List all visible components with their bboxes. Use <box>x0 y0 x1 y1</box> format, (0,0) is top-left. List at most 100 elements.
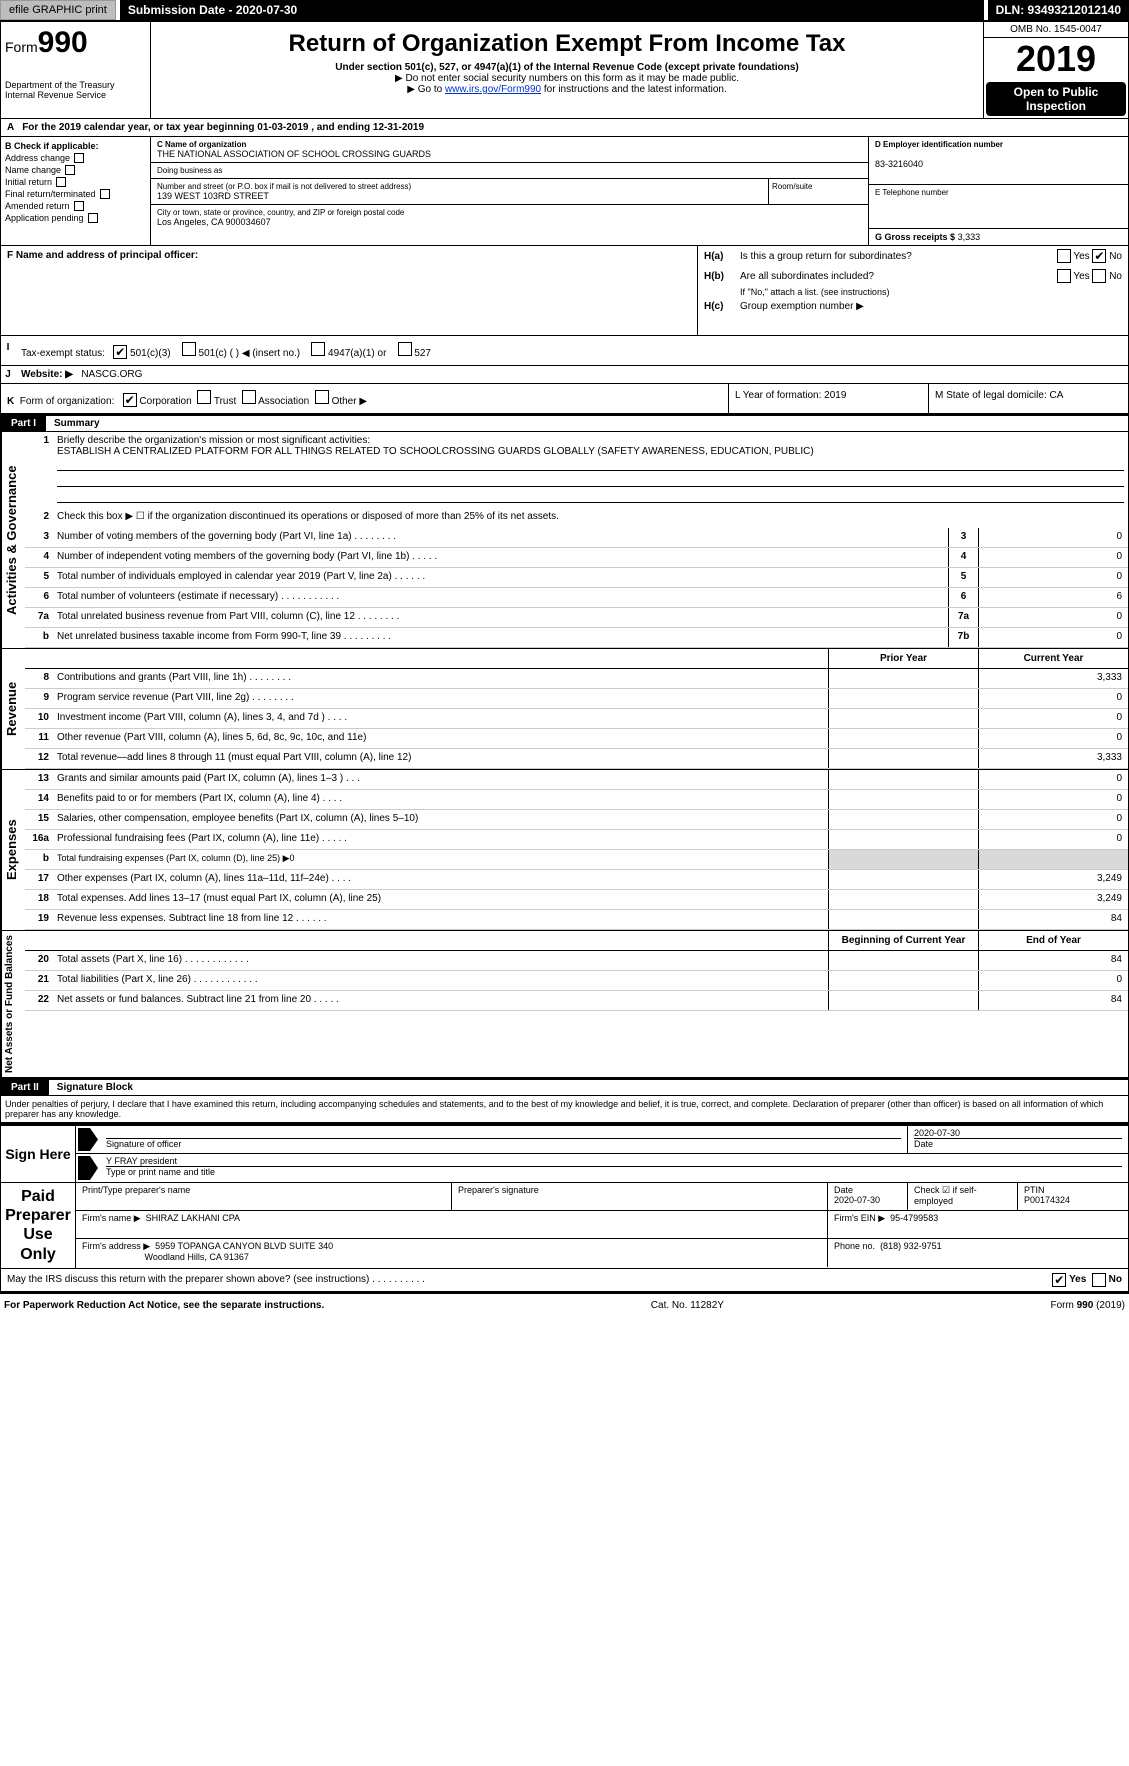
k-opt-checkbox[interactable] <box>197 390 211 404</box>
row-num: b <box>25 850 53 869</box>
form990-link[interactable]: www.irs.gov/Form990 <box>445 84 541 95</box>
submission-date-label: Submission Date - 2020-07-30 <box>120 0 984 20</box>
k-l-m-row: K Form of organization: Corporation Trus… <box>0 384 1129 414</box>
row-desc: Total number of individuals employed in … <box>53 568 948 587</box>
i-text: Tax-exempt status: <box>21 348 105 359</box>
q2-text: Check this box ▶ ☐ if the organization d… <box>53 508 1128 528</box>
checkbox[interactable] <box>100 189 110 199</box>
city-value: Los Angeles, CA 900034607 <box>157 217 862 227</box>
i-opt-checkbox[interactable] <box>311 342 325 356</box>
checkbox[interactable] <box>74 201 84 211</box>
row-current: 3,333 <box>978 669 1128 688</box>
part-ii-title: Signature Block <box>49 1080 141 1095</box>
row-current <box>978 850 1128 869</box>
k-opt-label: Trust <box>214 396 236 407</box>
org-name-cell: C Name of organization THE NATIONAL ASSO… <box>151 137 868 163</box>
row-current: 3,333 <box>978 749 1128 768</box>
row-num: 13 <box>25 770 53 789</box>
vtab-expenses: Expenses <box>1 770 25 930</box>
row-current: 84 <box>978 991 1128 1010</box>
k-opt-checkbox[interactable] <box>242 390 256 404</box>
row-value: 0 <box>978 548 1128 567</box>
form-note-1: ▶ Do not enter social security numbers o… <box>159 73 975 84</box>
checkbox[interactable] <box>88 213 98 223</box>
i-opt-label: 527 <box>414 348 431 359</box>
b-check-item: Initial return <box>5 177 146 187</box>
checkbox[interactable] <box>65 165 75 175</box>
ha-yes-label: Yes <box>1073 251 1089 262</box>
hb-no-checkbox[interactable] <box>1092 269 1106 283</box>
data-row: 13 Grants and similar amounts paid (Part… <box>25 770 1128 790</box>
row-prior <box>828 770 978 789</box>
firm-name-value: SHIRAZ LAKHANI CPA <box>146 1213 240 1223</box>
ha-no-label: No <box>1109 251 1122 262</box>
k-opt-label: Association <box>258 396 309 407</box>
hb-yes-checkbox[interactable] <box>1057 269 1071 283</box>
row-prior <box>828 850 978 869</box>
row-prior <box>828 870 978 889</box>
firm-addr-label: Firm's address ▶ <box>82 1241 150 1251</box>
city-cell: City or town, state or province, country… <box>151 205 868 230</box>
row-current: 0 <box>978 770 1128 789</box>
ha-yes-checkbox[interactable] <box>1057 249 1071 263</box>
ha-label: H(a) <box>704 251 740 262</box>
data-row: 20 Total assets (Part X, line 16) . . . … <box>25 951 1128 971</box>
row-num: 8 <box>25 669 53 688</box>
k-opt-label: Corporation <box>139 396 191 407</box>
i-opt-checkbox[interactable] <box>398 342 412 356</box>
row-num: 11 <box>25 729 53 748</box>
data-row: 18 Total expenses. Add lines 13–17 (must… <box>25 890 1128 910</box>
row-key: 4 <box>948 548 978 567</box>
net-assets-section: Net Assets or Fund Balances Beginning of… <box>0 931 1129 1078</box>
k-opt-checkbox[interactable] <box>315 390 329 404</box>
sig-officer-label: Signature of officer <box>106 1138 901 1149</box>
row-num: 10 <box>25 709 53 728</box>
row-current: 0 <box>978 689 1128 708</box>
note2-post: for instructions and the latest informat… <box>541 84 727 95</box>
row-value: 0 <box>978 608 1128 627</box>
prep-selfemp-label: Check ☑ if self-employed <box>914 1185 1011 1206</box>
prep-ptin-label: PTIN <box>1024 1185 1122 1195</box>
top-bar: efile GRAPHIC print Submission Date - 20… <box>0 0 1129 20</box>
k-opt-checkbox[interactable] <box>123 393 137 407</box>
row-num: 5 <box>25 568 53 587</box>
gov-row: 7a Total unrelated business revenue from… <box>25 608 1128 628</box>
form-prefix: Form <box>5 39 38 55</box>
col-deg: D Employer identification number 83-3216… <box>868 137 1128 245</box>
row-desc: Salaries, other compensation, employee b… <box>53 810 828 829</box>
firm-ein-label: Firm's EIN ▶ <box>834 1213 885 1223</box>
efile-print-button[interactable]: efile GRAPHIC print <box>0 0 116 20</box>
row-a-begin: 01-03-2019 <box>257 122 308 133</box>
row-key: 7a <box>948 608 978 627</box>
vtab-governance: Activities & Governance <box>1 432 25 648</box>
firm-addr1-value: 5959 TOPANGA CANYON BLVD SUITE 340 <box>155 1241 333 1251</box>
row-desc: Contributions and grants (Part VIII, lin… <box>53 669 828 688</box>
form-number: Form990 <box>5 26 146 60</box>
i-opt-checkbox[interactable] <box>113 345 127 359</box>
row-num: 22 <box>25 991 53 1010</box>
sign-here-label: Sign Here <box>1 1126 76 1182</box>
penalty-statement: Under penalties of perjury, I declare th… <box>0 1096 1129 1123</box>
paid-preparer-block: Paid Preparer Use Only Print/Type prepar… <box>0 1183 1129 1269</box>
hb-note: If "No," attach a list. (see instruction… <box>698 286 1128 298</box>
part-i-title: Summary <box>46 416 108 431</box>
discuss-no-checkbox[interactable] <box>1092 1273 1106 1287</box>
i-opt-checkbox[interactable] <box>182 342 196 356</box>
row-prior <box>828 810 978 829</box>
row-desc: Total number of volunteers (estimate if … <box>53 588 948 607</box>
org-name-label: C Name of organization <box>157 140 862 149</box>
checkbox[interactable] <box>74 153 84 163</box>
ha-no-checkbox[interactable] <box>1092 249 1106 263</box>
discuss-yes-label: Yes <box>1069 1274 1086 1285</box>
room-suite-label: Room/suite <box>768 179 868 204</box>
col-b-checkboxes: B Check if applicable: Address changeNam… <box>1 137 151 245</box>
checkbox[interactable] <box>56 177 66 187</box>
i-opt-label: 501(c) ( ) ◀ (insert no.) <box>199 348 301 359</box>
form-title: Return of Organization Exempt From Incom… <box>159 26 975 62</box>
discuss-yes-checkbox[interactable] <box>1052 1273 1066 1287</box>
revenue-header-row: Prior Year Current Year <box>25 649 1128 669</box>
ein-label: D Employer identification number <box>875 140 1122 149</box>
row-prior <box>828 910 978 929</box>
firm-name-label: Firm's name ▶ <box>82 1213 141 1223</box>
phone-label: E Telephone number <box>875 188 1122 197</box>
